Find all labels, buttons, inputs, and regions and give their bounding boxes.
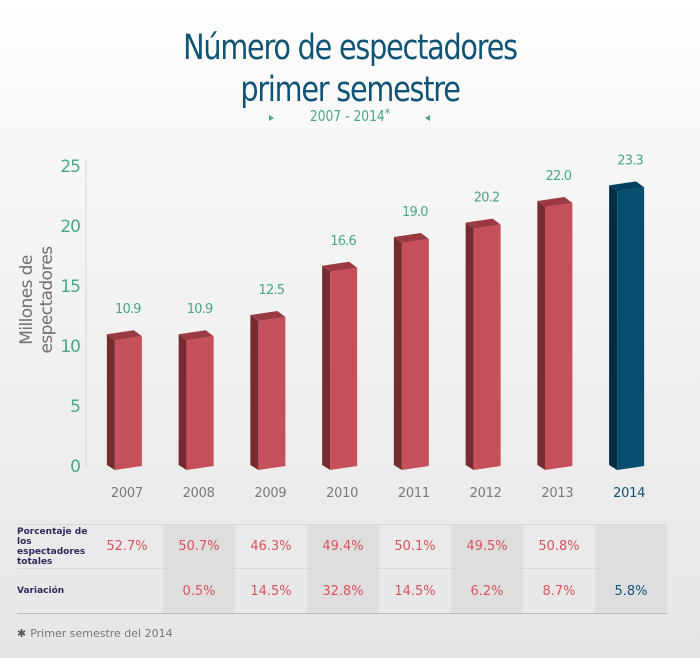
table-cell: 8.7% xyxy=(523,568,595,614)
bar-side-face xyxy=(609,185,618,470)
table-cell: 49.4% xyxy=(307,524,379,569)
table-cell: 49.5% xyxy=(451,524,523,569)
x-tick-label: 2009 xyxy=(254,486,286,501)
table-cell: 14.5% xyxy=(379,568,451,614)
row-label-variation: Variación xyxy=(17,568,91,614)
bar-value-label: 20.2 xyxy=(474,191,500,206)
bar-front-face xyxy=(401,239,429,470)
table-cell: 50.7% xyxy=(163,524,235,569)
bar-value-label: 19.0 xyxy=(402,205,428,220)
subtitle-range: 2007 - 2014 xyxy=(309,107,385,125)
table-cell: 32.8% xyxy=(307,568,379,614)
chart-subtitle: 2007 - 2014* xyxy=(63,107,637,125)
bar-front-face xyxy=(186,336,214,470)
bar-side-face xyxy=(106,334,115,470)
bar-front-face xyxy=(330,267,358,470)
y-tick-label: 0 xyxy=(70,457,80,477)
bar-side-face xyxy=(322,265,331,470)
chart-title-line1: Número de espectadores xyxy=(183,28,518,68)
bar-side-face xyxy=(250,315,259,470)
y-tick-label: 10 xyxy=(60,337,80,357)
bar-chart: 0 5 10 15 20 25 10.9 2007 10.9 2008 12.5 2009 16.6 20… xyxy=(60,153,645,501)
x-tick-label: 2011 xyxy=(398,486,430,501)
table-row-percentage: Porcentaje de los espectadores totales 5… xyxy=(17,524,667,569)
y-tick-label: 15 xyxy=(60,277,80,297)
bar-top-face xyxy=(178,330,214,341)
y-tick-label: 25 xyxy=(60,157,80,177)
footnote: ✱ Primer semestre del 2014 xyxy=(17,627,173,640)
triangle-left-icon xyxy=(425,115,430,121)
x-tick-label: 2010 xyxy=(326,486,358,501)
bar-value-label: 10.9 xyxy=(187,302,213,317)
bar-top-face xyxy=(250,311,286,321)
table-cell: 0.5% xyxy=(163,568,235,614)
bar-front-face xyxy=(473,224,501,470)
y-tick-label: 5 xyxy=(70,397,80,417)
table-cell: 14.5% xyxy=(235,568,307,614)
x-tick-label: 2008 xyxy=(183,486,215,501)
x-tick-label: 2014 xyxy=(613,486,645,501)
table-cell: 6.2% xyxy=(451,568,523,614)
table-cell: 50.8% xyxy=(523,524,595,569)
stats-table: Porcentaje de los espectadores totales 5… xyxy=(17,524,667,614)
x-tick-label: 2007 xyxy=(111,486,143,501)
y-tick-label: 20 xyxy=(60,217,80,237)
x-tick-label: 2013 xyxy=(541,486,573,501)
table-cell: 52.7% xyxy=(91,524,163,569)
subtitle-asterisk: * xyxy=(384,107,391,122)
bar-top-face xyxy=(465,218,501,229)
bar-front-face xyxy=(617,187,645,470)
table-cell: 46.3% xyxy=(235,524,307,569)
bar-front-face xyxy=(258,317,286,470)
table-row-variation: Variación 0.5% 14.5% 32.8% 14.5% 6.2% 8.… xyxy=(17,568,667,614)
triangle-right-icon xyxy=(269,115,274,121)
x-tick-label: 2012 xyxy=(470,486,502,501)
bar-top-face xyxy=(393,233,429,243)
bar-front-face xyxy=(114,336,142,470)
bar-value-label: 10.9 xyxy=(115,302,141,317)
table-cell: 5.8% xyxy=(595,568,667,614)
asterisk-icon: ✱ xyxy=(17,627,27,640)
bar-top-face xyxy=(609,181,645,192)
bar-value-label: 16.6 xyxy=(330,234,356,249)
bar-value-label: 22.0 xyxy=(546,169,572,184)
bar-side-face xyxy=(537,201,546,470)
bar-top-face xyxy=(322,261,358,272)
bar-front-face xyxy=(545,203,573,470)
bar-side-face xyxy=(393,237,402,470)
row-label-percentage: Porcentaje de los espectadores totales xyxy=(17,524,91,569)
bar-side-face xyxy=(465,222,474,470)
bar-value-label: 12.5 xyxy=(259,283,285,298)
footnote-text: Primer semestre del 2014 xyxy=(30,627,173,640)
bar-top-face xyxy=(106,330,142,341)
chart-title-line2: primer semestre xyxy=(240,70,461,110)
table-cell xyxy=(595,524,667,569)
bar-value-label: 23.3 xyxy=(617,153,643,168)
table-cell: 50.1% xyxy=(379,524,451,569)
bar-side-face xyxy=(178,334,187,470)
table-cell xyxy=(91,568,163,614)
bar-top-face xyxy=(537,197,573,207)
